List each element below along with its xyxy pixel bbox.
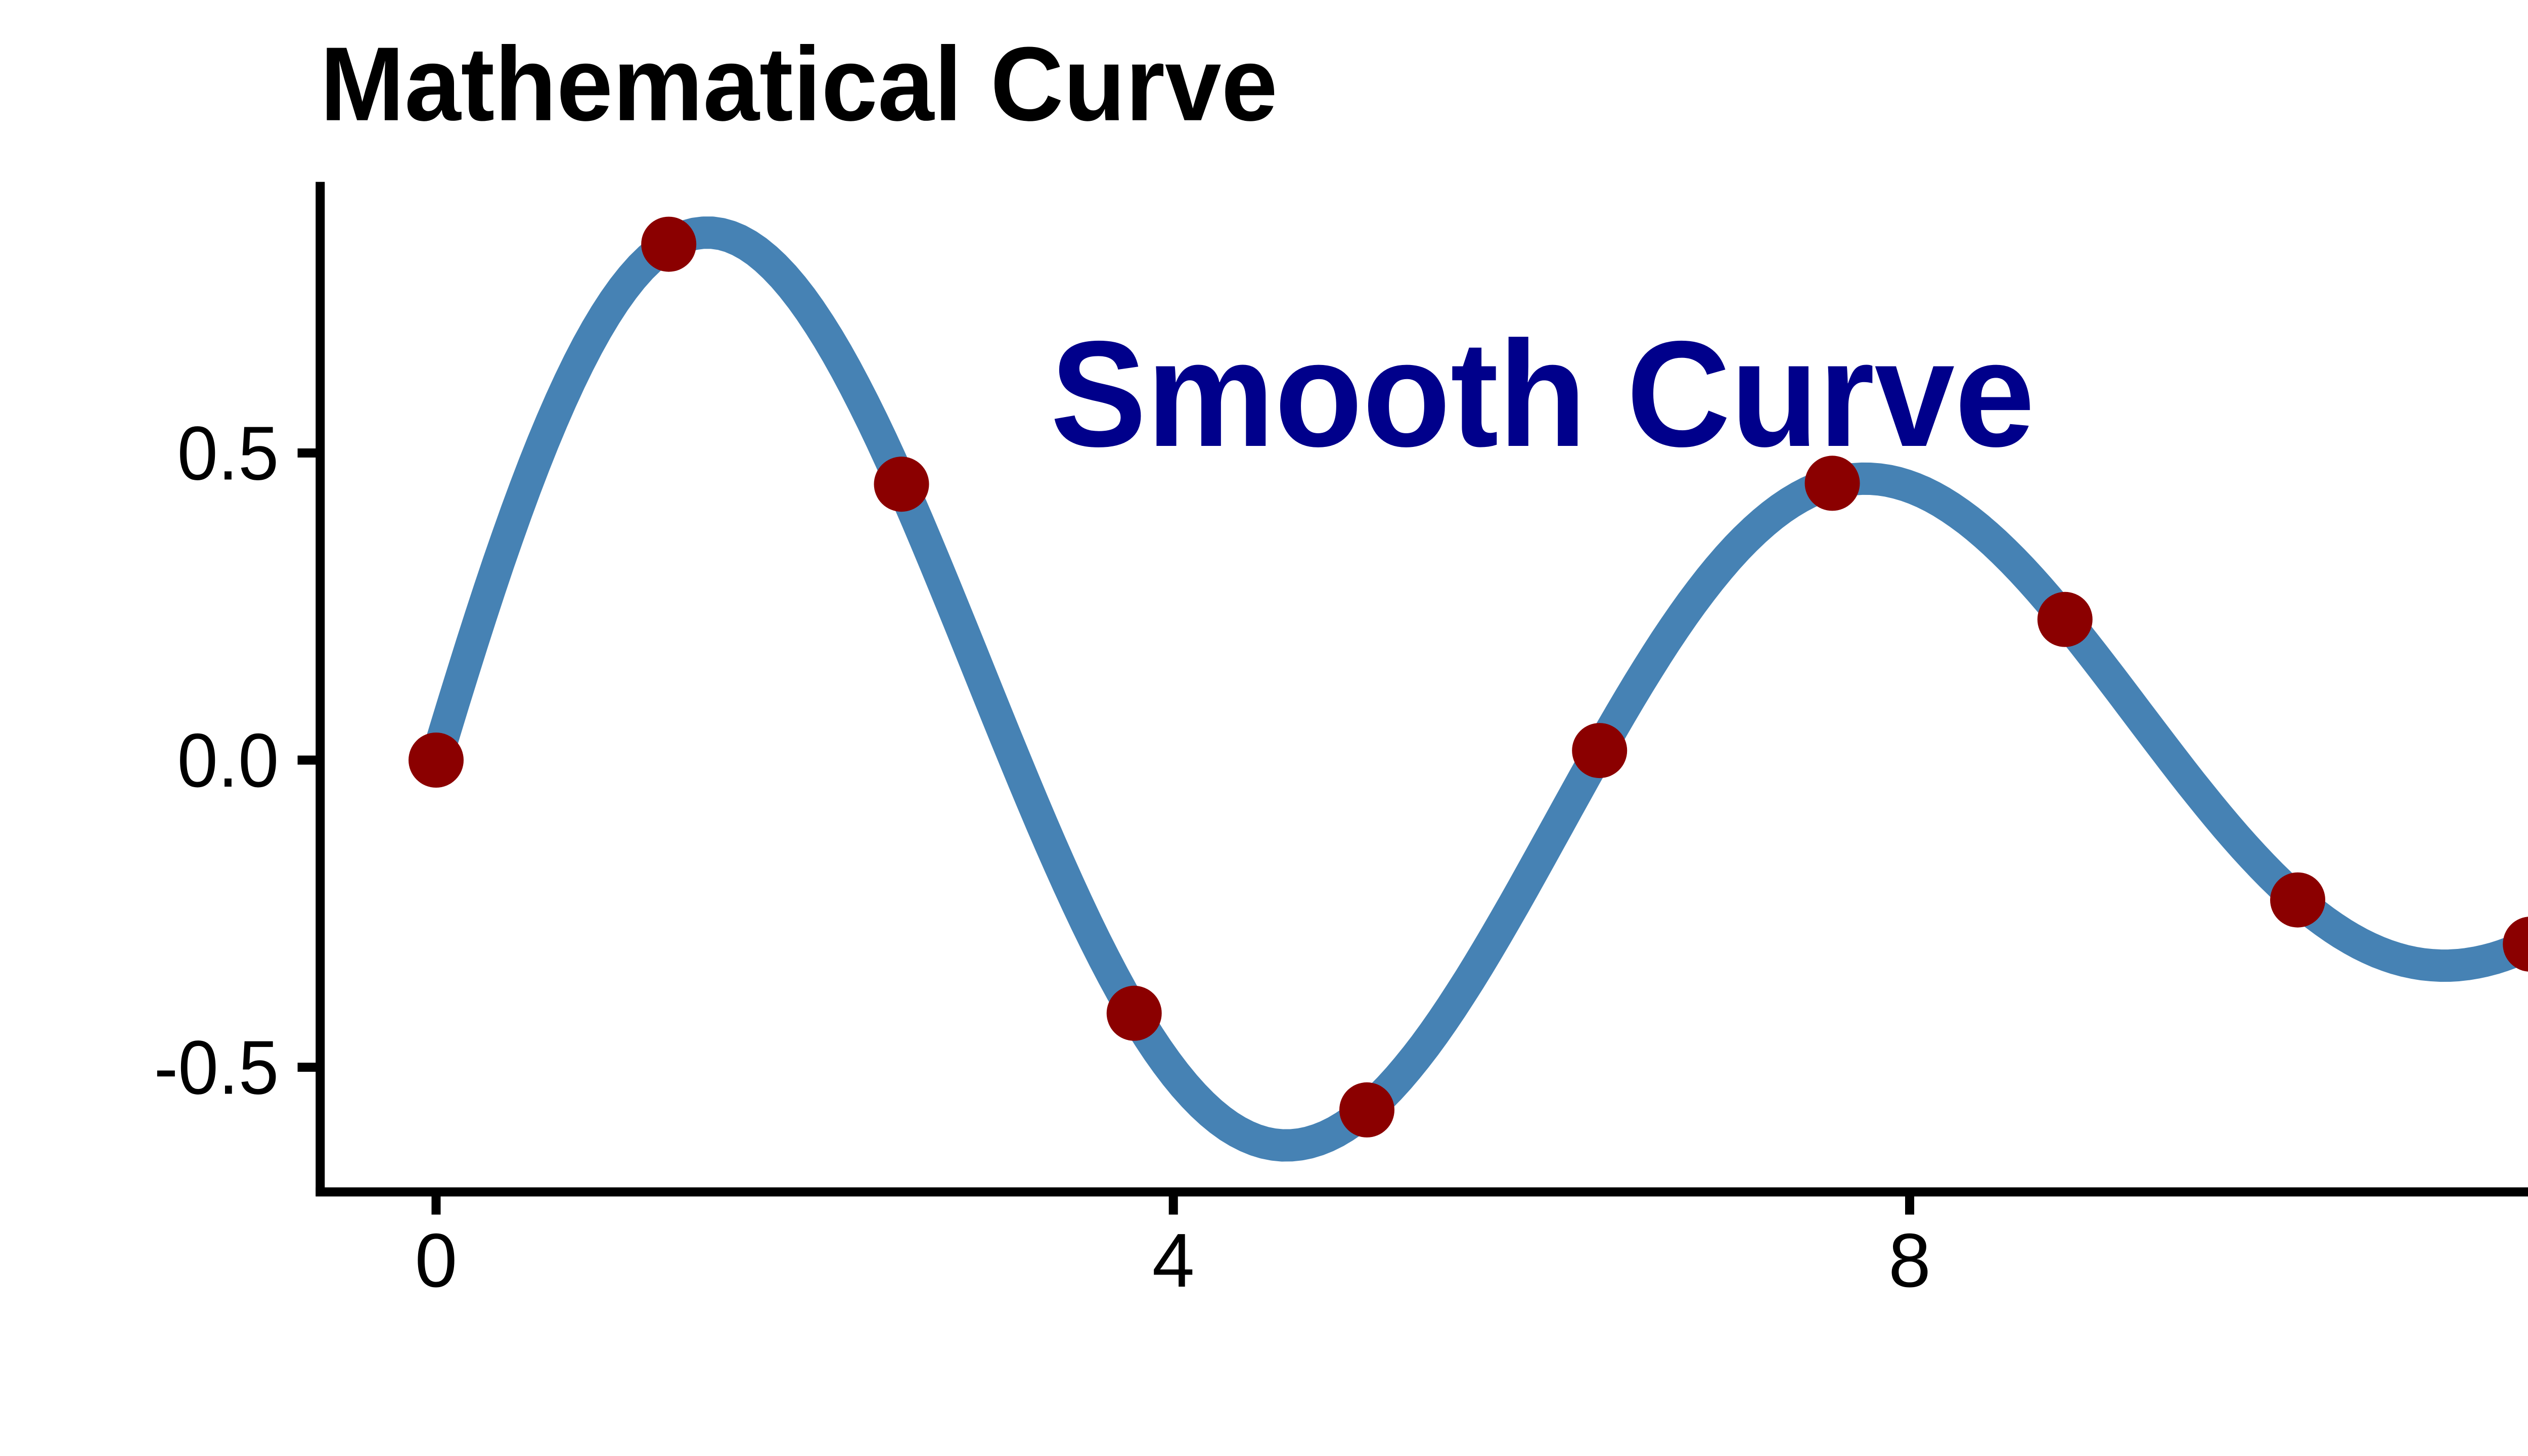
svg-text:8: 8 xyxy=(1888,1217,1931,1303)
svg-text:-0.5: -0.5 xyxy=(154,1025,279,1110)
svg-text:Mathematical Curve: Mathematical Curve xyxy=(320,26,1278,143)
svg-text:0.0: 0.0 xyxy=(177,717,279,803)
svg-text:Smooth Curve: Smooth Curve xyxy=(1051,310,2035,478)
svg-text:0.5: 0.5 xyxy=(177,411,279,496)
svg-text:0: 0 xyxy=(415,1217,458,1303)
svg-text:4: 4 xyxy=(1152,1217,1195,1303)
